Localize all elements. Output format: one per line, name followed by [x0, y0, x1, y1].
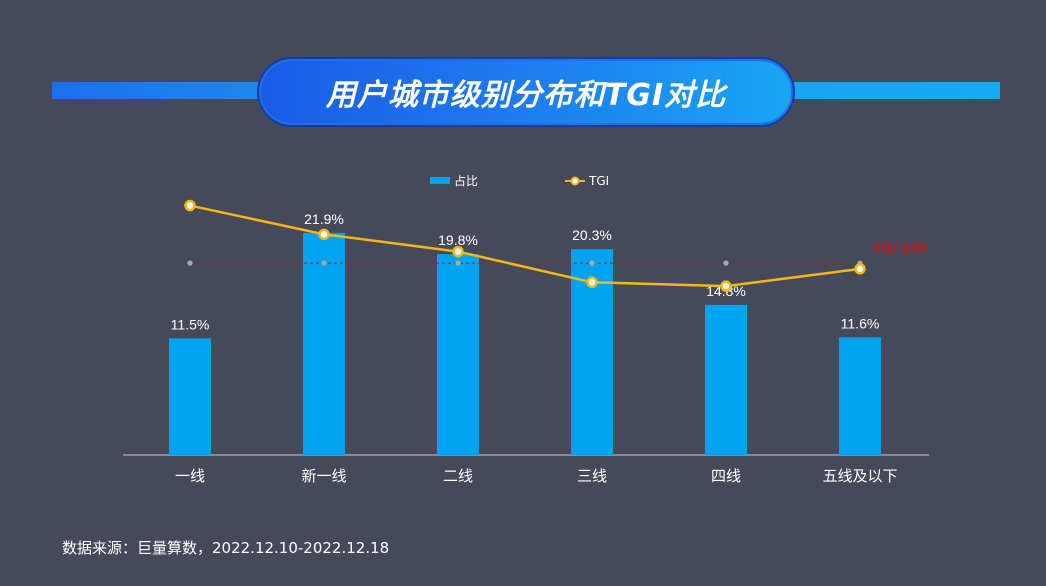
legend-label-bar: 占比	[454, 173, 478, 188]
legend-swatch-bar	[430, 177, 450, 184]
tgi-point-4	[720, 280, 732, 292]
x-tick-label-5: 五线及以下	[822, 467, 897, 485]
x-tick-label-0: 一线	[175, 467, 205, 485]
bar-2	[437, 254, 479, 455]
tgi-line	[189, 204, 861, 288]
legend: 占比 TGI	[430, 173, 609, 188]
x-tick-label-3: 三线	[577, 467, 607, 485]
tgi-point-1	[318, 228, 330, 241]
x-tick-label-4: 四线	[711, 467, 741, 485]
tgi-point-2	[452, 245, 464, 258]
bar-value-label-5: 11.6%	[841, 315, 880, 331]
reference-point-1	[321, 260, 327, 266]
x-tick-labels: 一线 新一线 二线 三线 四线 五线及以下	[175, 467, 898, 485]
x-tick-label-1: 新一线	[301, 467, 346, 485]
tgi-point-3	[586, 276, 598, 289]
tgi-point-0	[184, 199, 196, 212]
reference-line-label: TGI 100	[872, 240, 927, 257]
tgi-point-5	[854, 263, 866, 275]
title-banner: 用户城市级别分布和TGI对比	[257, 57, 795, 127]
bar-value-label-3: 20.3%	[572, 227, 612, 243]
legend-label-line: TGI	[588, 174, 609, 188]
bar-1	[303, 232, 345, 455]
title-decoration-right	[770, 82, 1000, 99]
title-decoration-left	[52, 82, 282, 99]
tgi-line-group	[184, 199, 866, 292]
reference-point-4	[723, 260, 729, 266]
bars-group: 11.5%21.9%19.8%20.3%14.8%11.6%	[169, 211, 881, 455]
reference-point-0	[187, 260, 193, 266]
data-source-note: 数据来源：巨量算数，2022.12.10-2022.12.18	[62, 539, 390, 557]
bar-5	[839, 337, 881, 455]
bar-value-label-1: 21.9%	[304, 211, 344, 227]
reference-group: TGI 100	[187, 240, 927, 266]
x-tick-label-2: 二线	[443, 467, 473, 485]
legend-swatch-marker	[570, 176, 580, 186]
chart-title: 用户城市级别分布和TGI对比	[325, 78, 727, 113]
reference-point-3	[589, 260, 595, 266]
bar-4	[705, 304, 747, 455]
bar-0	[169, 338, 211, 455]
bar-value-label-2: 19.8%	[438, 232, 478, 248]
reference-point-2	[455, 260, 461, 266]
bar-value-label-0: 11.5%	[171, 316, 210, 332]
